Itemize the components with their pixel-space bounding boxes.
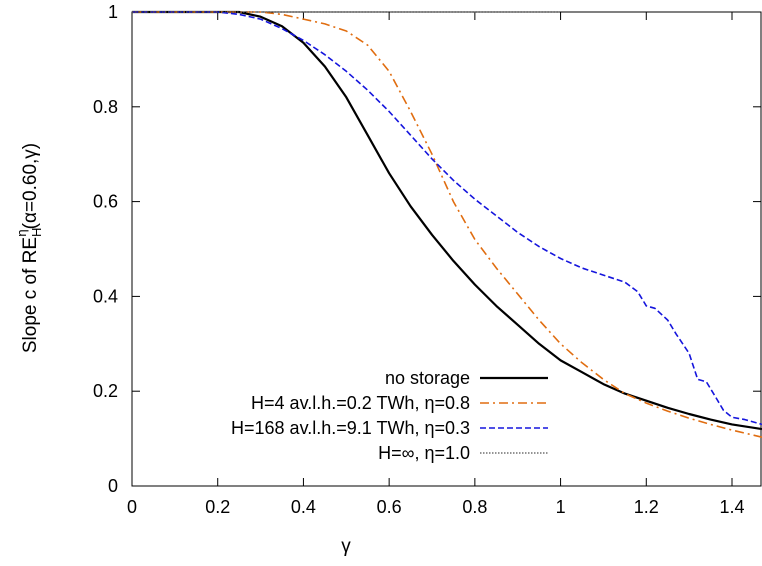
plot-border	[131, 11, 762, 487]
x-tick-label: 0.2	[205, 497, 230, 517]
x-tick-label: 1.4	[719, 497, 744, 517]
y-axis-label-sup: η	[14, 229, 29, 236]
legend-label-1: no storage	[385, 368, 470, 388]
x-tick-label: 0.8	[462, 497, 487, 517]
legend-label-3: H=168 av.l.h.=9.1 TWh, η=0.3	[231, 418, 470, 438]
x-tick-label: 1.2	[634, 497, 659, 517]
y-axis-label-sub: H	[29, 228, 44, 237]
plot-frame	[131, 11, 762, 487]
series-line-1	[132, 10, 762, 431]
y-axis-label-prefix: Slope c of RE	[20, 237, 41, 353]
x-tick-label: 0.4	[291, 497, 316, 517]
x-tick-label: 0.6	[377, 497, 402, 517]
y-tick-label: 0.2	[93, 381, 118, 401]
x-tick-label: 1	[556, 497, 566, 517]
y-axis: 0 0.2 0.4 0.6 0.8 1	[93, 2, 761, 496]
y-tick-label: 0.6	[93, 192, 118, 212]
y-tick-label: 0	[108, 476, 118, 496]
y-axis-label-suffix: (α=0.60,γ)	[20, 143, 41, 230]
legend: no storage H=4 av.l.h.=0.2 TWh, η=0.8 H=16…	[231, 368, 548, 463]
y-tick-label: 0.8	[93, 97, 118, 117]
series-line-3	[132, 11, 762, 426]
legend-label-4: H=∞, η=1.0	[378, 443, 470, 463]
series-layer	[132, 10, 762, 438]
x-axis: 0 0.2 0.4 0.6 0.8 1 1.2 1.4	[127, 12, 745, 517]
y-tick-label: 0.4	[93, 286, 118, 306]
x-axis-label: γ	[341, 536, 351, 557]
y-tick-label: 1	[108, 2, 118, 22]
series-line-2	[132, 11, 762, 438]
x-tick-label: 0	[127, 497, 137, 517]
legend-label-2: H=4 av.l.h.=0.2 TWh, η=0.8	[251, 393, 470, 413]
y-axis-label: Slope c of REHη(α=0.60,γ)	[14, 143, 44, 353]
